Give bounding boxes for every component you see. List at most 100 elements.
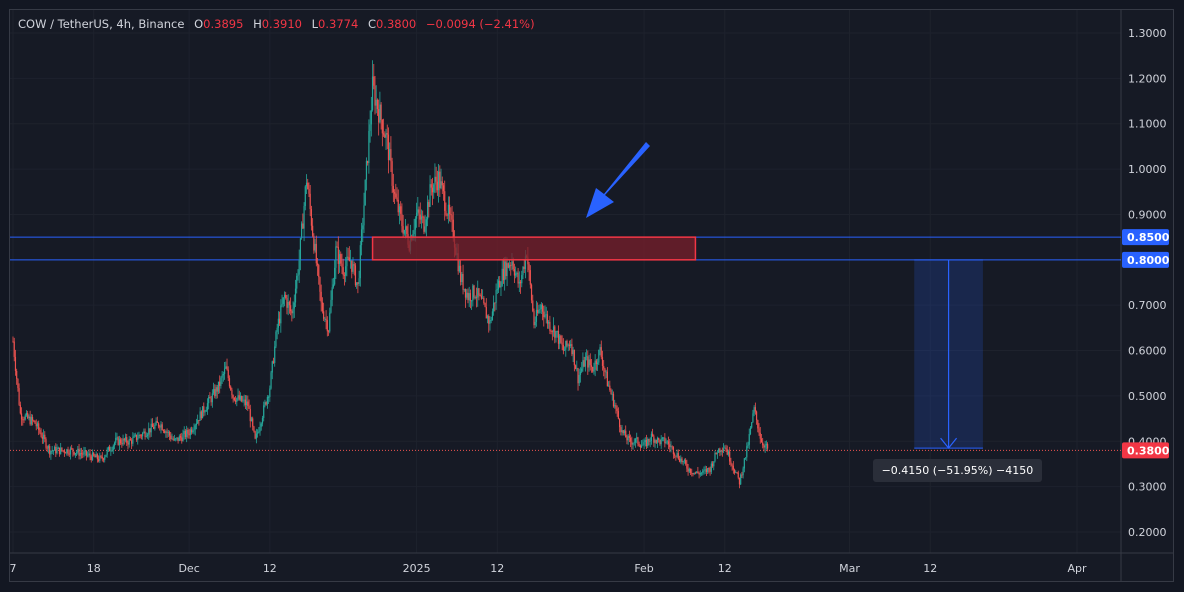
candle-body	[611, 393, 613, 395]
candle-body	[162, 430, 165, 432]
candle-body	[112, 445, 114, 450]
candle-body	[142, 433, 144, 437]
candle-body	[12, 341, 14, 343]
candle-body	[128, 439, 130, 445]
candle-body	[504, 261, 506, 281]
candle-body	[16, 370, 18, 379]
candle-body	[720, 451, 722, 453]
candle-body	[711, 463, 714, 467]
candle-body	[315, 243, 317, 264]
candle-body	[342, 267, 344, 276]
time-tick-label: 18	[87, 562, 101, 575]
candle-body	[724, 447, 726, 449]
candle-body	[493, 302, 495, 312]
candle-body	[474, 297, 476, 299]
candle-body	[139, 434, 141, 436]
candle-body	[134, 434, 136, 436]
candle-body	[386, 133, 388, 135]
price-tick-label: 0.2000	[1128, 526, 1167, 539]
candle-body	[301, 223, 303, 239]
candle-body	[722, 448, 725, 452]
candle-body	[423, 216, 425, 232]
candle-body	[268, 397, 270, 398]
candle-body	[478, 288, 480, 296]
candle-body	[759, 432, 761, 439]
candle-body	[99, 455, 101, 461]
candle-body	[395, 193, 397, 198]
candle-body	[35, 423, 37, 427]
candle-body	[331, 287, 333, 300]
candle-body	[309, 193, 311, 210]
candle-body	[755, 411, 758, 421]
symbol-label: COW / TetherUS, 4h, Binance	[18, 17, 185, 31]
candle-body	[692, 473, 694, 475]
candle-body	[335, 246, 337, 268]
candle-body	[314, 243, 316, 251]
candle-body	[209, 397, 211, 399]
candle-body	[702, 470, 704, 473]
candle-body	[217, 381, 220, 392]
candle-body	[594, 360, 596, 370]
candle-body	[445, 210, 447, 215]
candle-body	[584, 357, 586, 367]
candle-body	[479, 295, 481, 297]
candle-body	[100, 455, 102, 457]
supply-zone-rectangle[interactable]	[371, 236, 697, 261]
candle-body	[451, 215, 453, 220]
candle-body	[44, 434, 46, 440]
candle-body	[204, 411, 206, 413]
candle-body	[535, 309, 538, 322]
candle-body	[464, 288, 467, 298]
candle-body	[669, 444, 671, 448]
high-value: 0.3910	[261, 17, 302, 31]
price-tick-label: 1.0000	[1128, 163, 1167, 176]
candle-body	[290, 305, 292, 312]
candle-body	[753, 407, 755, 414]
candle-body	[201, 406, 204, 419]
candle-body	[620, 427, 622, 433]
pointer-arrow-icon[interactable]	[586, 142, 650, 218]
candle-body	[749, 427, 752, 435]
candle-body	[88, 453, 90, 455]
candle-body	[441, 181, 443, 186]
price-tick-label: 0.5000	[1128, 390, 1167, 403]
candle-body	[164, 431, 166, 433]
candle-body	[75, 452, 78, 454]
candle-body	[610, 389, 612, 395]
candle-body	[556, 331, 558, 332]
candle-body	[633, 442, 635, 444]
candle-body	[166, 431, 168, 433]
candle-body	[248, 406, 250, 409]
candle-body	[505, 261, 507, 277]
current-price-badge	[1122, 442, 1169, 459]
candle-body	[533, 310, 535, 326]
candle-body	[140, 435, 143, 437]
candle-body	[183, 430, 185, 435]
candle-body	[562, 344, 564, 351]
candle-body	[150, 423, 152, 433]
candle-body	[438, 171, 440, 191]
candle-body	[281, 303, 283, 306]
candle-body	[559, 335, 561, 344]
candle-body	[56, 448, 58, 454]
candle-body	[319, 277, 321, 292]
candle-body	[663, 437, 665, 439]
candle-body	[378, 109, 380, 123]
candle-body	[746, 446, 748, 458]
candle-body	[660, 438, 662, 445]
candle-body	[341, 263, 343, 268]
price-tick-label: 0.6000	[1128, 345, 1167, 358]
candle-body	[552, 326, 555, 332]
candle-body	[40, 432, 42, 437]
candle-body	[89, 453, 91, 457]
candle-body	[678, 458, 681, 462]
candle-body	[529, 270, 531, 285]
candle-body	[735, 472, 737, 474]
candle-body	[650, 433, 652, 441]
candle-body	[446, 214, 448, 216]
candle-body	[738, 477, 741, 485]
candle-body	[161, 424, 163, 431]
candle-body	[612, 393, 615, 407]
candle-body	[463, 288, 465, 290]
